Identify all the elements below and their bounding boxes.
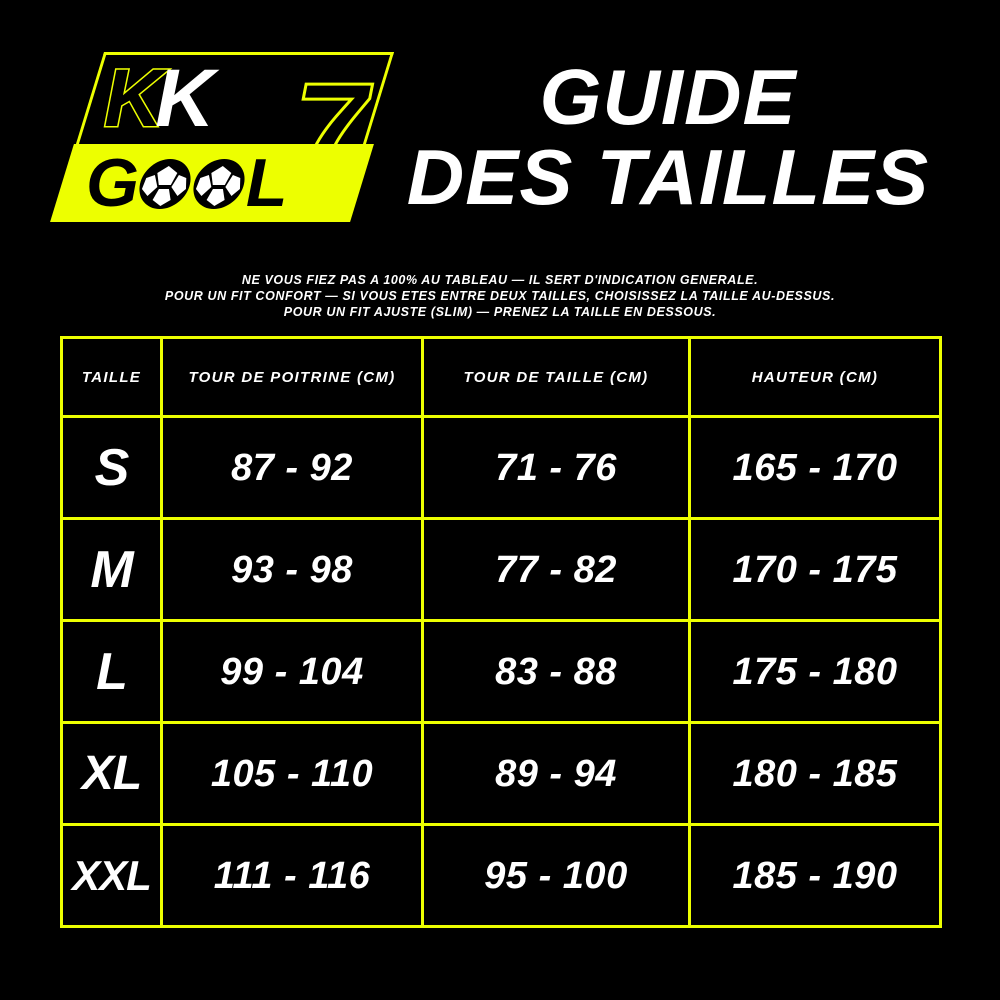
page-title: GUIDE DES TAILLES [388,58,948,215]
logo-gool-l: L [245,145,288,221]
cell-waist: 71 - 76 [421,415,691,520]
page-header: 7 KK G [0,0,1000,260]
disclaimer-line-2: POUR UN FIT CONFORT — SI VOUS ETES ENTRE… [164,289,836,303]
cell-chest: 105 - 110 [160,721,424,826]
logo-seven-glyph: 7 [292,56,368,203]
column-header-height: HAUTEUR (CM) [688,336,942,418]
column-header-waist: TOUR DE TAILLE (CM) [421,336,691,418]
brand-logo[interactable]: 7 KK G [50,52,395,242]
table-row: XXL 111 - 116 95 - 100 185 - 190 [60,823,942,928]
table-header-row: TAILLE TOUR DE POITRINE (CM) TOUR DE TAI… [60,336,942,418]
cell-height: 185 - 190 [688,823,942,928]
disclaimer-block: NE VOUS FIEZ PAS A 100% AU TABLEAU — IL … [0,272,1000,320]
cell-height: 165 - 170 [688,415,942,520]
table-row: M 93 - 98 77 - 82 170 - 175 [60,517,942,622]
soccer-ball-icon [133,158,196,210]
cell-size: S [60,415,163,520]
logo-k-solid: K [155,53,214,144]
cell-waist: 95 - 100 [421,823,691,928]
cell-chest: 93 - 98 [160,517,424,622]
table-body: S 87 - 92 71 - 76 165 - 170 M 93 - 98 77… [60,415,942,928]
table-row: S 87 - 92 71 - 76 165 - 170 [60,415,942,520]
cell-chest: 99 - 104 [160,619,424,724]
logo-gool-text: G L [86,145,288,221]
disclaimer-line-3: POUR UN FIT AJUSTE (SLIM) — PRENEZ LA TA… [283,305,717,319]
cell-waist: 77 - 82 [421,517,691,622]
logo-gool-g: G [86,145,139,221]
logo-kk-text: KK [102,53,214,144]
cell-size: M [60,517,163,622]
page-title-line-1: GUIDE [539,53,797,141]
cell-height: 170 - 175 [688,517,942,622]
table-row: XL 105 - 110 89 - 94 180 - 185 [60,721,942,826]
column-header-taille: TAILLE [60,336,163,418]
cell-size: L [60,619,163,724]
disclaimer-line-1: NE VOUS FIEZ PAS A 100% AU TABLEAU — IL … [241,273,759,287]
cell-waist: 89 - 94 [421,721,691,826]
page-title-line-2: DES TAILLES [406,132,930,221]
soccer-ball-icon [187,158,250,210]
cell-chest: 87 - 92 [160,415,424,520]
size-guide-table: TAILLE TOUR DE POITRINE (CM) TOUR DE TAI… [60,336,942,928]
cell-height: 175 - 180 [688,619,942,724]
cell-chest: 111 - 116 [160,823,424,928]
cell-waist: 83 - 88 [421,619,691,724]
column-header-chest: TOUR DE POITRINE (CM) [160,336,424,418]
logo-k-outline: K [102,53,164,144]
table-header: TAILLE TOUR DE POITRINE (CM) TOUR DE TAI… [60,336,942,418]
table-row: L 99 - 104 83 - 88 175 - 180 [60,619,942,724]
cell-height: 180 - 185 [688,721,942,826]
cell-size: XL [60,721,163,826]
cell-size: XXL [60,823,163,928]
